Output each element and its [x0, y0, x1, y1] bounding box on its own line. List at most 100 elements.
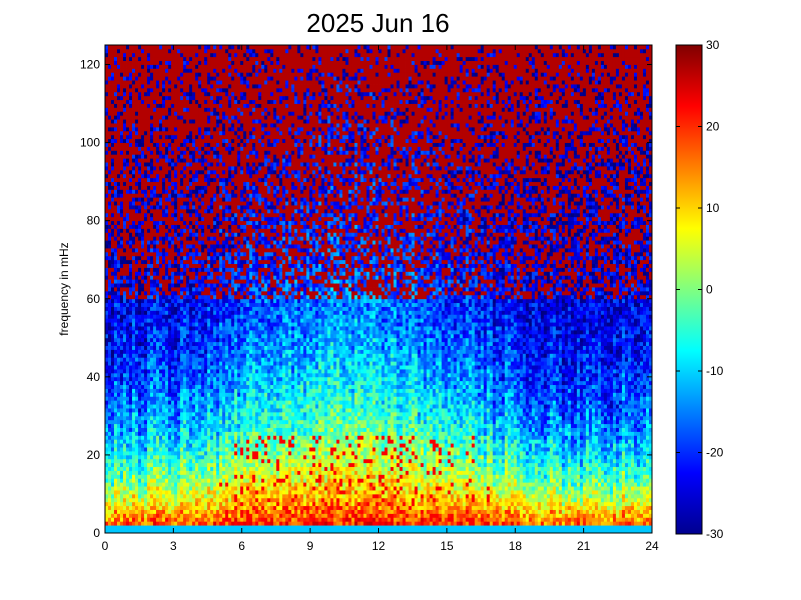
heatmap-cell — [198, 345, 202, 350]
heatmap-cell — [153, 68, 157, 73]
heatmap-cell — [174, 259, 178, 265]
heatmap-cell — [132, 259, 136, 265]
heatmap-cell — [210, 353, 214, 358]
heatmap-cell — [120, 329, 124, 335]
heatmap-cell — [183, 103, 187, 108]
heatmap-cell — [117, 201, 121, 206]
heatmap-cell — [156, 419, 160, 425]
heatmap-cell — [174, 111, 178, 116]
heatmap-cell — [156, 439, 160, 444]
heatmap-cell — [159, 290, 163, 296]
heatmap-cell — [141, 232, 145, 237]
heatmap-cell — [189, 130, 193, 136]
heatmap-cell — [159, 95, 163, 101]
heatmap-cell — [159, 205, 163, 210]
heatmap-cell — [216, 48, 220, 54]
heatmap-cell — [147, 451, 151, 456]
heatmap-cell — [159, 400, 163, 405]
heatmap-cell — [204, 513, 208, 518]
heatmap-cell — [171, 423, 175, 428]
heatmap-cell — [222, 76, 226, 81]
heatmap-cell — [129, 177, 133, 183]
heatmap-cell — [195, 435, 199, 440]
heatmap-cell — [141, 298, 145, 304]
heatmap-cell — [180, 396, 184, 401]
heatmap-cell — [150, 392, 154, 397]
heatmap-cell — [144, 189, 148, 194]
heatmap-cell — [180, 490, 184, 495]
heatmap-cell — [156, 447, 160, 452]
heatmap-cell — [132, 169, 136, 175]
heatmap-cell — [123, 314, 127, 319]
heatmap-cell — [192, 123, 196, 128]
heatmap-cell — [186, 415, 190, 421]
heatmap-cell — [219, 509, 223, 514]
heatmap-cell — [129, 384, 133, 389]
heatmap-cell — [156, 306, 160, 311]
heatmap-cell — [144, 146, 148, 151]
heatmap-cell — [174, 232, 178, 237]
heatmap-cell — [186, 103, 190, 108]
heatmap-cell — [111, 372, 115, 378]
heatmap-cell — [204, 439, 208, 444]
heatmap-cell — [177, 372, 181, 378]
heatmap-cell — [120, 501, 124, 507]
heatmap-cell — [141, 80, 145, 85]
heatmap-cell — [108, 408, 112, 413]
heatmap-cell — [195, 142, 199, 147]
heatmap-cell — [159, 208, 163, 214]
heatmap-cell — [204, 162, 208, 167]
heatmap-cell — [129, 228, 133, 233]
heatmap-cell — [183, 509, 187, 514]
heatmap-cell — [183, 376, 187, 382]
heatmap-cell — [153, 212, 157, 218]
heatmap-cell — [177, 521, 181, 526]
heatmap-cell — [150, 181, 154, 186]
heatmap-cell — [189, 103, 193, 108]
heatmap-cell — [108, 345, 112, 350]
heatmap-cell — [132, 224, 136, 229]
heatmap-cell — [126, 185, 130, 190]
heatmap-cell — [210, 177, 214, 183]
heatmap-cell — [210, 525, 214, 530]
heatmap-cell — [177, 283, 181, 288]
heatmap-cell — [114, 255, 118, 261]
heatmap-cell — [135, 52, 139, 58]
heatmap-cell — [108, 411, 112, 417]
heatmap-cell — [177, 119, 181, 124]
heatmap-cell — [180, 103, 184, 108]
heatmap-cell — [207, 189, 211, 194]
heatmap-cell — [192, 244, 196, 249]
heatmap-cell — [219, 197, 223, 202]
heatmap-cell — [147, 64, 151, 69]
heatmap-cell — [171, 329, 175, 335]
heatmap-cell — [183, 369, 187, 374]
heatmap-cell — [108, 302, 112, 307]
heatmap-cell — [162, 208, 166, 214]
heatmap-cell — [165, 72, 169, 77]
heatmap-cell — [186, 126, 190, 132]
heatmap-cell — [198, 361, 202, 366]
heatmap-cell — [150, 349, 154, 354]
heatmap-cell — [192, 447, 196, 452]
heatmap-cell — [123, 111, 127, 116]
heatmap-cell — [126, 189, 130, 194]
heatmap-cell — [171, 474, 175, 479]
heatmap-cell — [198, 111, 202, 116]
heatmap-cell — [177, 501, 181, 507]
heatmap-cell — [117, 470, 121, 475]
heatmap-cell — [177, 212, 181, 218]
heatmap-cell — [150, 493, 154, 499]
heatmap-cell — [180, 388, 184, 393]
heatmap-cell — [204, 197, 208, 202]
heatmap-cell — [210, 509, 214, 514]
heatmap-cell — [168, 185, 172, 190]
heatmap-cell — [189, 240, 193, 245]
heatmap-cell — [180, 497, 184, 503]
heatmap-cell — [213, 474, 217, 479]
heatmap-cell — [207, 419, 211, 425]
heatmap-cell — [105, 329, 109, 335]
heatmap-cell — [138, 271, 142, 276]
heatmap-cell — [186, 68, 190, 73]
heatmap-cell — [192, 322, 196, 327]
